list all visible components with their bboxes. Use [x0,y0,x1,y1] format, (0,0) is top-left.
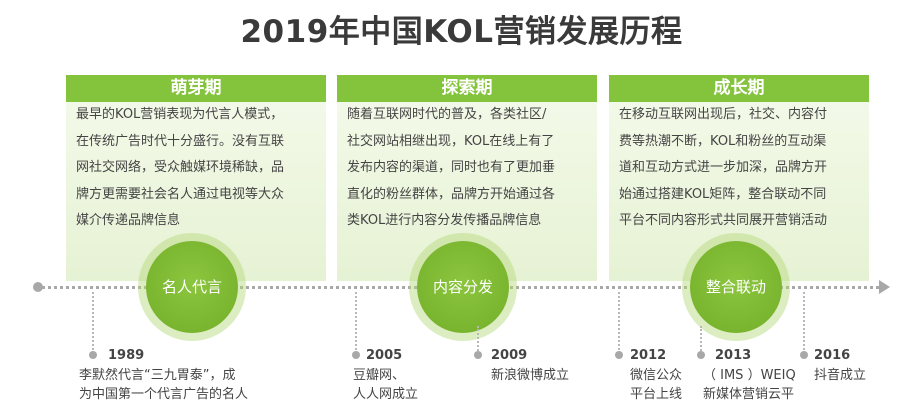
description-line: 在传统广告时代十分盛行。没有互联 [76,133,285,149]
event-note: （ IMS ）WEIQ 新媒体营销云平 [703,366,796,404]
event-note-line: 李默然代言“三九胃泰”，成 [79,368,236,383]
event-year: 2013 [715,348,752,363]
stage-panel-explore: 探索期 随着互联网时代的普及，各类社区/ 社交网站相继出现，KOL在线上有了 发… [337,75,597,281]
event-note-line: 豆瓣网、 [353,368,406,383]
event-connector [92,292,94,354]
description-line: 随着互联网时代的普及，各类社区/ [347,107,547,122]
stage-description: 在移动互联网出现后，社交、内容付 费等热潮不断，KOL和粉丝的互动渠 道和互动方… [609,102,869,281]
description-line: 平台不同内容形式共同展开营销活动 [619,213,828,228]
event-note: 豆瓣网、 人人网成立 [353,366,418,404]
stage-description: 随着互联网时代的普及，各类社区/ 社交网站相继出现，KOL在线上有了 发布内容的… [337,102,597,281]
event-note-line: 平台上线 [630,387,683,402]
event-dot [800,351,808,359]
event-note-line: 新浪微博成立 [491,368,570,383]
description-line: 直化的粉丝群体，品牌方开始通过各 [347,186,556,202]
event-dot [352,351,360,359]
timeline-start-dot [33,282,43,292]
event-dot [615,351,623,359]
event-note: 李默然代言“三九胃泰”，成 为中国第一个代言广告的名人 [79,366,248,404]
event-note-line: 抖音成立 [814,368,867,383]
event-connector [618,292,620,354]
milestone-circle: 名人代言 [146,241,238,333]
event-dot [697,351,705,359]
event-note-line: 为中国第一个代言广告的名人 [79,387,249,402]
event-dot [474,351,482,359]
event-connector [355,292,357,354]
event-connector [803,292,805,354]
arrow-right-icon [879,280,890,294]
event-note: 抖音成立 [814,366,866,385]
description-line: 网社交网络，受众触媒环境稀缺，品 [76,160,285,175]
description-line: 社交网站相继出现，KOL在线上有了 [347,133,555,149]
description-line: 费等热潮不断，KOL和粉丝的互动渠 [619,133,827,149]
event-note-line: 新媒体营销云平 [703,387,795,402]
description-line: 类KOL进行内容分发传播品牌信息 [347,213,542,228]
event-year: 2009 [491,348,528,363]
milestone-circle: 内容分发 [417,241,509,333]
event-connector [477,326,479,354]
event-connector [700,326,702,354]
milestone-circle: 整合联动 [690,241,782,333]
event-note: 微信公众 平台上线 [630,366,682,404]
description-line: 牌方更需要社会名人通过电视等大众 [76,186,285,202]
event-year: 2005 [366,348,403,363]
event-year: 2012 [630,348,667,363]
event-note-line: 人人网成立 [353,387,419,402]
event-note: 新浪微博成立 [491,366,569,385]
stage-header: 探索期 [337,75,597,102]
stage-panel-growth: 成长期 在移动互联网出现后，社交、内容付 费等热潮不断，KOL和粉丝的互动渠 道… [609,75,869,281]
event-year: 2016 [814,348,851,363]
event-note-line: （ IMS ）WEIQ [703,368,796,383]
description-line: 在移动互联网出现后，社交、内容付 [619,107,828,122]
event-year: 1989 [108,348,145,363]
description-line: 媒介传递品牌信息 [76,213,181,228]
description-line: 始通过搭建KOL矩阵，整合联动不同 [619,186,827,202]
stage-header: 萌芽期 [66,75,326,102]
event-dot [89,351,97,359]
event-note-line: 微信公众 [630,368,683,383]
stage-header: 成长期 [609,75,869,102]
description-line: 最早的KOL营销表现为代言人模式， [76,107,284,122]
description-line: 发布内容的渠道，同时也有了更加垂 [347,160,556,175]
description-line: 道和互动方式进一步加深，品牌方开 [619,160,828,175]
page-title: 2019年中国KOL营销发展历程 [240,14,683,50]
